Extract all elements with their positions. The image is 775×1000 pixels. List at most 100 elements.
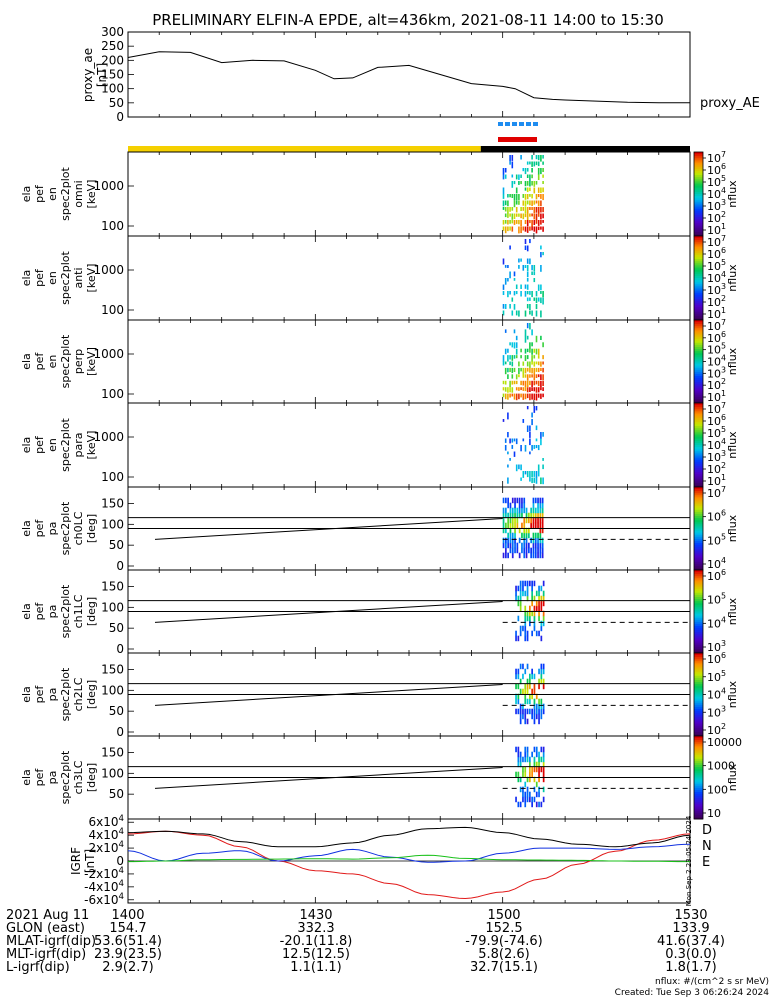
spectrogram-cell bbox=[521, 547, 523, 554]
spectrogram-cell bbox=[525, 532, 528, 539]
spectrogram-cell bbox=[540, 746, 543, 753]
energy-ytick-label: 100 bbox=[101, 303, 124, 317]
spectrogram-cell bbox=[507, 374, 509, 379]
spectrogram-cell bbox=[515, 187, 518, 194]
spectrogram-cell bbox=[526, 796, 529, 803]
spectrogram-cell bbox=[509, 271, 511, 279]
spectrogram-cell bbox=[513, 355, 516, 359]
footer-value: 5.8(2.6) bbox=[478, 947, 530, 962]
spectrogram-cell bbox=[537, 512, 539, 519]
pitch-ylabel-line: ela bbox=[20, 603, 33, 620]
spectrogram-cell bbox=[542, 174, 544, 178]
spectrogram-cell bbox=[526, 683, 529, 690]
spectrogram-cell bbox=[540, 585, 543, 592]
colorbar-cell bbox=[694, 771, 703, 774]
colorbar-cell bbox=[694, 344, 703, 348]
spectrogram-cell bbox=[502, 355, 505, 362]
colorbar-cell bbox=[694, 802, 703, 805]
spectrogram-cell bbox=[522, 688, 524, 695]
spectrogram-cell bbox=[535, 630, 538, 637]
footer-row-label: GLON (east) bbox=[6, 921, 85, 936]
colorbar-cell bbox=[694, 487, 703, 490]
spectrogram-cell bbox=[526, 746, 529, 753]
colorbar-cell bbox=[694, 675, 703, 679]
spectrogram-cell bbox=[533, 718, 536, 725]
colorbar-cell bbox=[694, 507, 703, 511]
colorbar-cell bbox=[694, 540, 703, 544]
spectrogram-cell bbox=[526, 200, 529, 205]
colorbar-cell bbox=[694, 663, 703, 666]
colorbar-cell bbox=[694, 357, 703, 360]
energy-ylabel-line: en bbox=[46, 438, 59, 452]
energy-ytick-label: 100 bbox=[101, 470, 124, 484]
spectrogram-cell bbox=[538, 703, 540, 710]
spectrogram-cell bbox=[519, 625, 522, 632]
science-zone-dash bbox=[533, 122, 538, 126]
pitch-ytick-label: 100 bbox=[101, 766, 124, 780]
spectrogram-cell bbox=[524, 245, 527, 250]
spectrogram-cell bbox=[509, 537, 512, 544]
spectrogram-cell bbox=[535, 590, 538, 597]
colorbar-cell bbox=[694, 495, 703, 498]
spectrogram-cell bbox=[524, 471, 527, 475]
spectrogram-cell bbox=[507, 412, 509, 420]
spectrogram-cell bbox=[533, 226, 536, 232]
spectrogram-cell bbox=[533, 348, 536, 353]
spectrogram-cell bbox=[511, 537, 514, 544]
spectrogram-cell bbox=[526, 786, 529, 793]
spectrogram-cell bbox=[535, 304, 538, 310]
spectrogram-cell bbox=[524, 756, 527, 763]
spectrogram-cell bbox=[502, 517, 505, 524]
colorbar-cell bbox=[694, 384, 703, 387]
colorbar-cell bbox=[694, 665, 703, 669]
colorbar-cell bbox=[694, 567, 703, 571]
spectrogram-cell bbox=[537, 284, 540, 291]
colorbar-cell bbox=[694, 547, 703, 550]
colorbar-cell bbox=[694, 717, 703, 720]
spectrogram-cell bbox=[524, 698, 527, 705]
colorbar-cell bbox=[694, 661, 703, 664]
colorbar-cell bbox=[694, 491, 703, 494]
spectrogram-cell bbox=[511, 226, 514, 232]
spectrogram-cell bbox=[514, 542, 516, 549]
spectrogram-cell bbox=[540, 673, 543, 680]
colorbar-label: nflux bbox=[726, 347, 739, 375]
spectrogram-cell bbox=[539, 527, 542, 534]
spectrogram-cell bbox=[516, 497, 519, 504]
pitch-ylabel-line: pef bbox=[33, 768, 46, 787]
ae-ytick-label: 300 bbox=[101, 25, 124, 39]
colorbar-cell bbox=[694, 553, 703, 556]
spectrogram-cell bbox=[522, 393, 525, 400]
colorbar-cell bbox=[694, 212, 703, 216]
spectrogram-cell bbox=[531, 174, 533, 179]
spectrogram-cell bbox=[514, 497, 516, 504]
igrf-ytick-label: -6x104 bbox=[84, 892, 124, 907]
spectrogram-cell bbox=[538, 713, 540, 720]
spectrogram-cell bbox=[502, 552, 505, 559]
spectrogram-cell bbox=[519, 630, 522, 637]
spectrogram-cell bbox=[533, 605, 536, 612]
spectrogram-cell bbox=[524, 194, 527, 200]
spectrogram-cell bbox=[537, 355, 540, 359]
spectrogram-cell bbox=[511, 220, 514, 224]
colorbar-cell bbox=[694, 740, 703, 743]
spectrogram-cell bbox=[519, 590, 522, 597]
spectrogram-cell bbox=[529, 610, 531, 617]
colorbar-cell bbox=[694, 233, 703, 237]
spectrogram-cell bbox=[537, 552, 539, 559]
spectrogram-cell bbox=[537, 226, 540, 231]
colorbar-cell bbox=[694, 727, 703, 731]
spectrogram-cell bbox=[533, 698, 536, 705]
spectrogram-cell bbox=[535, 348, 538, 355]
spectrogram-cell bbox=[522, 771, 524, 778]
spectrogram-cell bbox=[529, 477, 531, 482]
spectrogram-cell bbox=[509, 226, 511, 231]
created-stamp: Created: Tue Sep 3 06:26:24 2024 bbox=[614, 988, 769, 998]
spectrogram-cell bbox=[529, 323, 531, 330]
spectrogram-cell bbox=[535, 335, 538, 343]
spectrogram-cell bbox=[535, 713, 538, 720]
spectrogram-cell bbox=[530, 507, 532, 514]
colorbar-cell bbox=[694, 288, 703, 292]
spectrogram-cell bbox=[525, 507, 528, 514]
